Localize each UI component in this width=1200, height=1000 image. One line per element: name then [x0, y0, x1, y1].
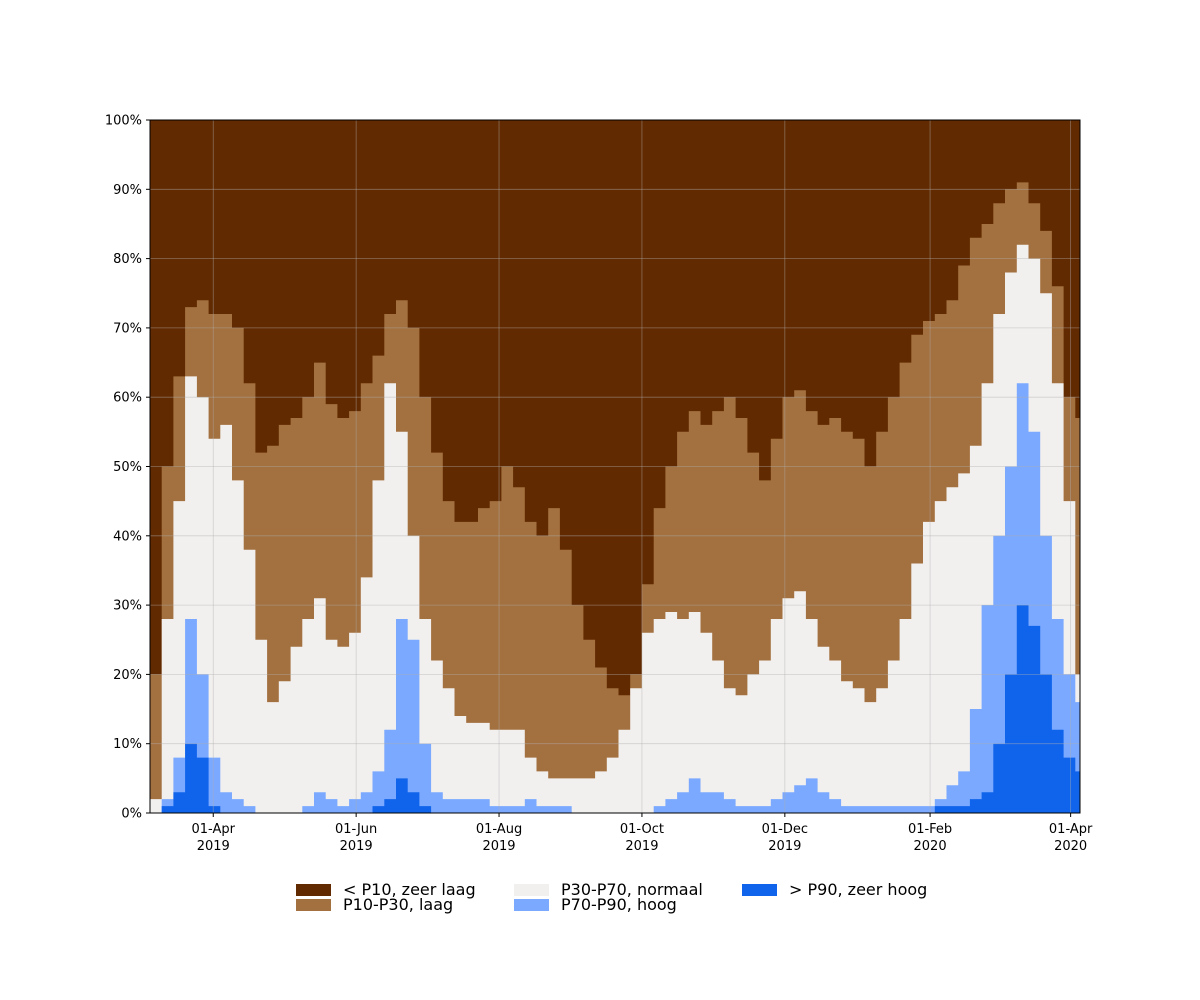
x-tick-label: 01-Feb [908, 822, 952, 837]
area-hoog [150, 383, 1080, 813]
y-tick-label: 90% [113, 183, 142, 198]
legend-item-hoog: P70-P90, hoog [514, 895, 677, 914]
legend-label-hoog: P70-P90, hoog [561, 895, 677, 914]
legend-item-laag: P10-P30, laag [296, 895, 453, 914]
x-tick-label-year: 2019 [625, 839, 658, 854]
x-tick-label: 01-Dec [762, 822, 808, 837]
legend-item-zeer-laag: < P10, zeer laag [296, 880, 476, 899]
area-zeer-hoog [150, 605, 1080, 813]
legend-swatch-laag [296, 898, 331, 911]
y-tick-label: 40% [113, 529, 142, 544]
legend-swatch-zeer-hoog [742, 883, 777, 896]
y-tick-label: 10% [113, 737, 142, 752]
x-tick-label: 01-Apr [192, 822, 236, 837]
x-tick-label-year: 2019 [768, 839, 801, 854]
x-tick-label: 01-Apr [1049, 822, 1093, 837]
legend: < P10, zeer laag P10-P30, laag P30-P70, … [296, 880, 976, 916]
legend-swatch-zeer-laag [296, 883, 331, 896]
x-tick-label-year: 2019 [197, 839, 230, 854]
x-axis: 01-Apr 2019 01-Jun 2019 01-Aug 2019 01-Oct 2019… [192, 813, 1093, 854]
x-tick-label: 01-Aug [476, 822, 522, 837]
y-tick-label: 0% [121, 807, 142, 822]
x-tick-label-year: 2019 [482, 839, 515, 854]
y-tick-label: 50% [113, 460, 142, 475]
x-tick-label-year: 2020 [914, 839, 947, 854]
y-tick-label: 30% [113, 599, 142, 614]
area-normaal [150, 244, 1080, 813]
y-axis: 0% 10% 20% 30% 40% 50% 60% 70% 80% 90% 100% [105, 114, 150, 822]
y-tick-label: 70% [113, 321, 142, 336]
x-tick-label-year: 2020 [1054, 839, 1087, 854]
legend-swatch-hoog [514, 898, 549, 911]
y-tick-label: 20% [113, 668, 142, 683]
legend-label-normaal: P30-P70, normaal [561, 880, 703, 899]
y-tick-label: 60% [113, 391, 142, 406]
legend-item-normaal: P30-P70, normaal [514, 880, 703, 899]
x-tick-label: 01-Jun [335, 822, 377, 837]
x-tick-label-year: 2019 [340, 839, 373, 854]
x-tick-label: 01-Oct [620, 822, 664, 837]
legend-label-zeer-laag: < P10, zeer laag [343, 880, 476, 899]
y-tick-label: 80% [113, 252, 142, 267]
y-tick-label: 100% [105, 114, 142, 129]
legend-swatch-normaal [514, 883, 549, 896]
legend-item-zeer-hoog: > P90, zeer hoog [742, 880, 927, 899]
gridlines [150, 120, 1080, 813]
legend-label-laag: P10-P30, laag [343, 895, 454, 914]
legend-label-zeer-hoog: > P90, zeer hoog [789, 880, 928, 899]
